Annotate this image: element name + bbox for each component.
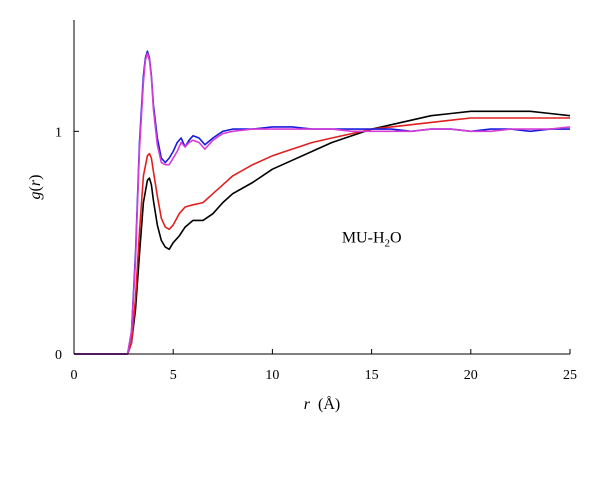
- x-tick-label: 25: [563, 368, 577, 383]
- x-axis-label: r (Å): [304, 395, 340, 413]
- y-tick-label: 0: [55, 348, 62, 363]
- annotation-prefix: MU-H: [342, 230, 385, 247]
- y-tick-label: 1: [55, 125, 62, 140]
- series-line-2: [74, 117, 570, 355]
- annotation-suffix: O: [390, 230, 402, 247]
- series-lines: [74, 50, 571, 355]
- x-tick-label: 0: [71, 368, 78, 383]
- x-tick-label: 20: [464, 368, 478, 383]
- y-axis-label-open: (: [27, 186, 44, 191]
- series-line-1: [74, 110, 571, 355]
- axes: [73, 20, 570, 355]
- y-ticks: 01: [55, 125, 79, 363]
- series-line-3: [74, 50, 570, 355]
- y-axis-label-close: ): [27, 175, 44, 180]
- x-tick-label: 5: [170, 368, 177, 383]
- annotation-subscript: 2: [385, 238, 391, 250]
- x-ticks: 0 5 10 15 20 25: [71, 349, 577, 383]
- y-axis-label-arg: r: [27, 179, 44, 186]
- x-axis-label-unit: (Å): [318, 395, 340, 413]
- x-tick-label: 10: [265, 368, 279, 383]
- x-axis-label-var: r: [304, 396, 311, 413]
- y-axis-label: g(r): [27, 175, 44, 200]
- series-line-4: [74, 52, 571, 355]
- annotation-mu-h2o: MU-H2O: [342, 230, 402, 250]
- y-axis-label-var: g: [27, 191, 44, 199]
- x-tick-label: 15: [365, 368, 379, 383]
